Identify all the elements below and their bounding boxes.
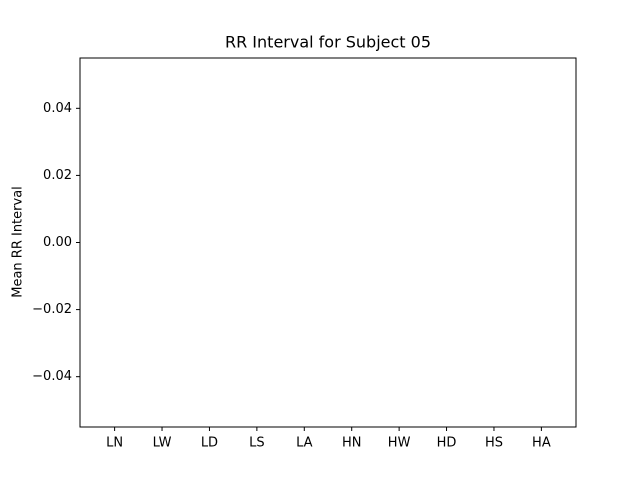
x-tick-label: LN: [106, 436, 123, 451]
x-tick-label: HA: [532, 436, 551, 451]
x-tick-label: LW: [153, 436, 172, 451]
y-tick-label: 0.02: [43, 168, 72, 183]
x-tick-label: HN: [342, 436, 362, 451]
y-tick-label: 0.00: [43, 235, 72, 250]
x-tick-label: LA: [296, 436, 313, 451]
x-tick-label: HD: [437, 436, 457, 451]
y-tick-label: −0.04: [32, 369, 72, 384]
x-tick-label: HS: [485, 436, 503, 451]
x-tick-label: LD: [201, 436, 218, 451]
y-axis-label: Mean RR Interval: [11, 186, 26, 298]
y-tick-label: −0.02: [32, 302, 72, 317]
x-tick-label: HW: [388, 436, 411, 451]
plot-frame: [79, 57, 577, 428]
chart-title: RR Interval for Subject 05: [225, 33, 431, 52]
y-tick-label: 0.04: [43, 101, 72, 116]
x-tick-label: LS: [249, 436, 265, 451]
